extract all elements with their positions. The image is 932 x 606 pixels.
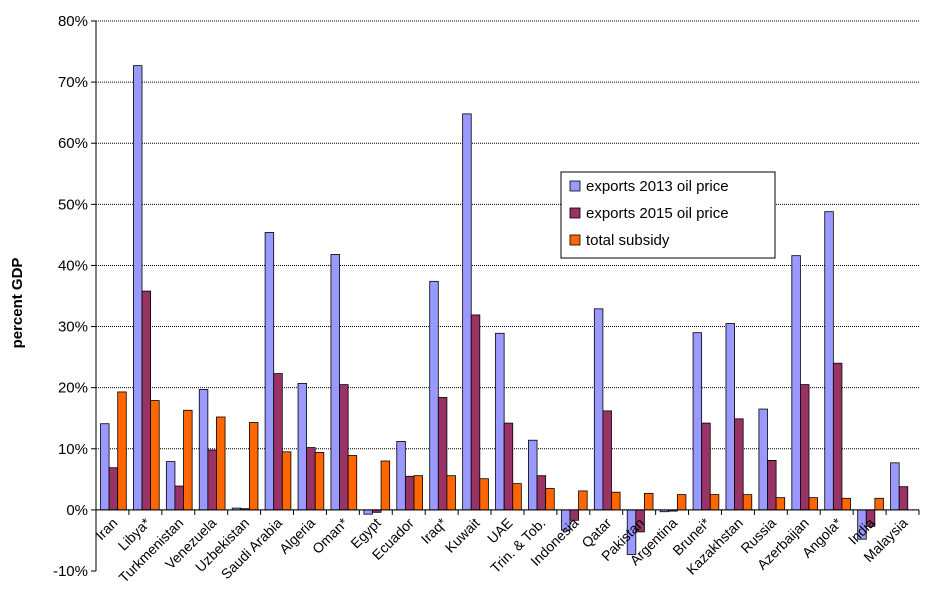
bar	[824, 211, 834, 511]
y-tick-label: 10%	[58, 441, 88, 458]
bar	[297, 382, 308, 511]
bar	[692, 332, 703, 511]
bars	[100, 65, 909, 555]
bar	[339, 384, 349, 511]
y-tick-label: 70%	[58, 74, 88, 91]
x-tick-label: Oman*	[309, 514, 352, 557]
bar	[314, 452, 325, 511]
bar	[363, 509, 373, 515]
bar	[602, 410, 612, 511]
bar	[380, 460, 391, 511]
bar	[536, 475, 547, 511]
legend-swatch	[569, 234, 581, 246]
bar	[198, 389, 209, 511]
bar	[462, 113, 472, 511]
legend-label: exports 2015 oil price	[586, 205, 729, 222]
bar	[216, 416, 226, 511]
bar	[841, 497, 851, 511]
y-tick-label: 50%	[58, 196, 88, 213]
bar	[676, 494, 687, 511]
bar	[775, 497, 786, 511]
legend: exports 2013 oil price exports 2015 oil p…	[560, 171, 776, 259]
bar	[479, 478, 489, 511]
bar	[150, 400, 160, 511]
bar	[644, 492, 654, 511]
bar	[183, 409, 193, 511]
bar	[742, 494, 753, 511]
bar	[890, 462, 900, 511]
bar	[396, 441, 406, 511]
bar	[709, 494, 720, 511]
bar	[808, 497, 819, 511]
x-tick-label: Kuwait	[442, 515, 483, 556]
bar	[528, 439, 538, 511]
bar	[758, 408, 768, 511]
bar	[347, 455, 358, 511]
bar	[874, 497, 884, 511]
bar	[734, 418, 744, 511]
y-tick-labels: -10% 0% 10% 20% 30% 40% 50% 60% 70% 80%	[53, 13, 96, 580]
y-tick-label: 30%	[58, 319, 88, 336]
bar	[701, 422, 711, 511]
axes	[95, 21, 920, 571]
bar	[611, 491, 621, 511]
bar	[100, 423, 110, 511]
y-tick-label: 80%	[58, 13, 88, 30]
bar	[281, 451, 292, 511]
bar	[141, 290, 152, 511]
bar	[446, 475, 456, 511]
bar	[800, 384, 810, 511]
bar	[306, 447, 316, 511]
bar	[273, 373, 283, 511]
bar	[404, 475, 415, 511]
bar	[330, 254, 340, 511]
bar	[593, 308, 604, 511]
legend-swatch	[569, 180, 581, 192]
bar	[133, 65, 143, 511]
bar	[832, 362, 843, 511]
bar	[578, 490, 588, 511]
bar	[248, 422, 259, 511]
x-tick-label: Algeria	[276, 515, 318, 557]
bar	[207, 449, 217, 511]
y-tick-label: 20%	[58, 380, 88, 397]
legend-swatch	[569, 207, 581, 219]
bar	[503, 422, 514, 511]
bar	[495, 332, 505, 511]
y-tick-label: 40%	[58, 257, 88, 274]
bar	[165, 461, 176, 511]
bar	[117, 391, 127, 511]
x-tick-labels: IranLibya*TurkmenistanVenezuelaUzbekista…	[92, 514, 911, 585]
y-tick-label: 60%	[58, 135, 88, 152]
bar	[429, 280, 439, 511]
bar	[898, 486, 909, 511]
bar	[264, 232, 275, 511]
bar	[767, 459, 777, 511]
y-tick-label: 0%	[66, 502, 88, 519]
bar	[791, 255, 801, 511]
bar	[108, 467, 119, 511]
y-axis-label: percent GDP	[9, 258, 26, 349]
bar	[413, 475, 423, 511]
bar	[437, 397, 448, 511]
bar	[545, 488, 555, 511]
y-tick-label: -10%	[53, 563, 88, 580]
legend-label: exports 2013 oil price	[586, 178, 729, 195]
legend-label: total subsidy	[586, 232, 670, 249]
bar	[725, 323, 735, 511]
bar	[512, 483, 522, 511]
bar	[174, 485, 184, 511]
legend-box	[560, 171, 776, 259]
bar	[470, 314, 481, 511]
